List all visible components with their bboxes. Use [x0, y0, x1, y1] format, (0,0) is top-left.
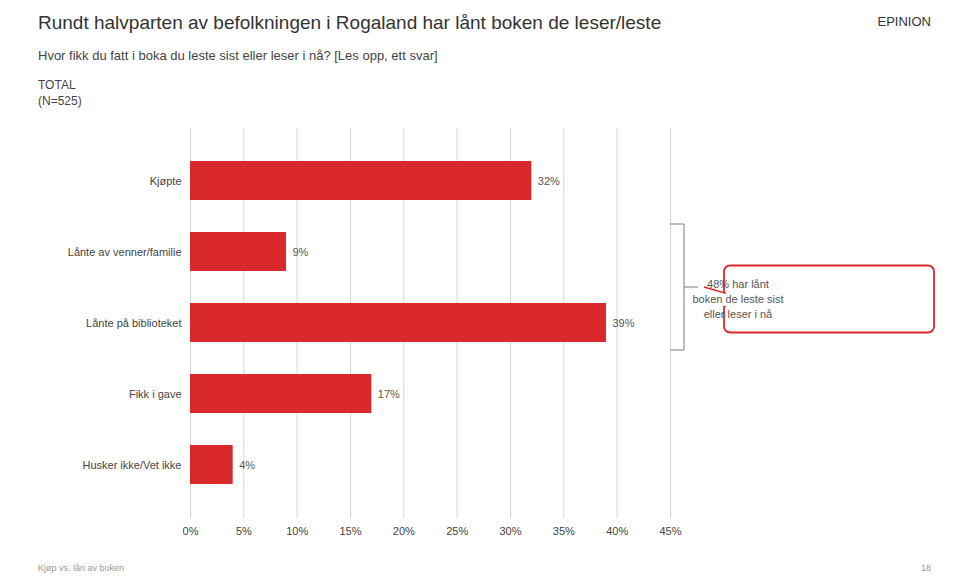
svg-text:Lånte av venner/familie: Lånte av venner/familie: [68, 246, 182, 258]
html-text:TOTAL (N=525): TOTAL (N=525): [38, 78, 82, 108]
html-text:18: 18: [921, 563, 931, 573]
svg-text:5%: 5%: [236, 525, 252, 537]
svg-text:30%: 30%: [499, 525, 521, 537]
svg-text:39%: 39%: [613, 317, 635, 329]
svg-text:17%: 17%: [378, 388, 400, 400]
svg-text:48% har låntboken de leste sis: 48% har låntboken de leste sisteller les…: [692, 278, 783, 320]
svg-text:25%: 25%: [446, 525, 468, 537]
svg-text:4%: 4%: [239, 459, 255, 471]
html-text:Rundt halvparten av befolkning: Rundt halvparten av befolkningen i Rogal…: [38, 12, 662, 33]
svg-text:35%: 35%: [553, 525, 575, 537]
svg-text:0%: 0%: [183, 525, 199, 537]
html-text:Hvor fikk du fatt i boka du le: Hvor fikk du fatt i boka du leste sist e…: [38, 48, 438, 63]
svg-text:15%: 15%: [339, 525, 361, 537]
svg-text:20%: 20%: [393, 525, 415, 537]
svg-text:Husker ikke/Vet ikke: Husker ikke/Vet ikke: [82, 459, 181, 471]
svg-text:Fikk i gave: Fikk i gave: [129, 388, 182, 400]
html-text:Kjøp vs. lån av boken: Kjøp vs. lån av boken: [38, 563, 124, 573]
svg-text:45%: 45%: [659, 525, 681, 537]
svg-text:32%: 32%: [538, 175, 560, 187]
svg-text:40%: 40%: [606, 525, 628, 537]
html-text:EPINION: EPINION: [877, 14, 931, 29]
svg-text:Lånte på biblioteket: Lånte på biblioteket: [86, 317, 181, 329]
svg-text:9%: 9%: [293, 246, 309, 258]
svg-text:10%: 10%: [286, 525, 308, 537]
svg-text:Kjøpte: Kjøpte: [150, 175, 182, 187]
